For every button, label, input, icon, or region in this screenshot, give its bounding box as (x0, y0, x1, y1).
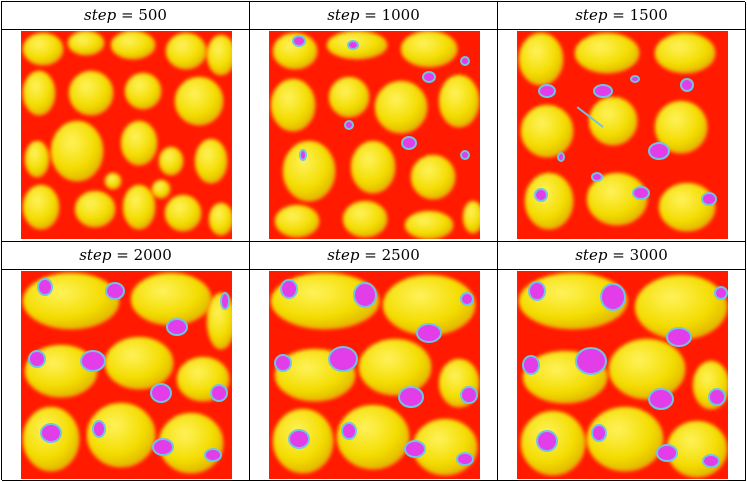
simulation-image (21, 31, 232, 239)
panel-caption: step = 1500 (498, 2, 745, 30)
caption-operator: = (607, 246, 630, 264)
simulation-image (21, 271, 232, 479)
caption-variable: step (327, 6, 360, 24)
panel-caption: step = 2000 (2, 242, 249, 270)
caption-value: 500 (138, 6, 167, 24)
caption-variable: step (84, 6, 117, 24)
panel-step-2000: step = 2000 (2, 242, 250, 481)
simulation-image (269, 31, 480, 239)
caption-value: 1000 (381, 6, 420, 24)
caption-operator: = (607, 6, 630, 24)
panel-step-1000: step = 1000 (250, 2, 498, 242)
panel-caption: step = 500 (2, 2, 249, 30)
panel-step-2500: step = 2500 (250, 242, 498, 481)
caption-operator: = (359, 6, 382, 24)
panel-step-500: step = 500 (2, 2, 250, 242)
caption-operator: = (111, 246, 134, 264)
caption-variable: step (575, 246, 608, 264)
panel-step-3000: step = 3000 (498, 242, 746, 481)
simulation-image (517, 271, 728, 479)
caption-operator: = (116, 6, 139, 24)
caption-variable: step (575, 6, 608, 24)
caption-value: 3000 (629, 246, 668, 264)
panel-caption: step = 2500 (250, 242, 497, 270)
caption-variable: step (79, 246, 112, 264)
panel-caption: step = 3000 (498, 242, 745, 270)
caption-variable: step (327, 246, 360, 264)
caption-value: 2500 (381, 246, 420, 264)
caption-value: 1500 (629, 6, 668, 24)
caption-operator: = (359, 246, 382, 264)
simulation-image (517, 31, 728, 239)
caption-value: 2000 (133, 246, 172, 264)
panel-caption: step = 1000 (250, 2, 497, 30)
simulation-image (269, 271, 480, 479)
panel-step-1500: step = 1500 (498, 2, 746, 242)
